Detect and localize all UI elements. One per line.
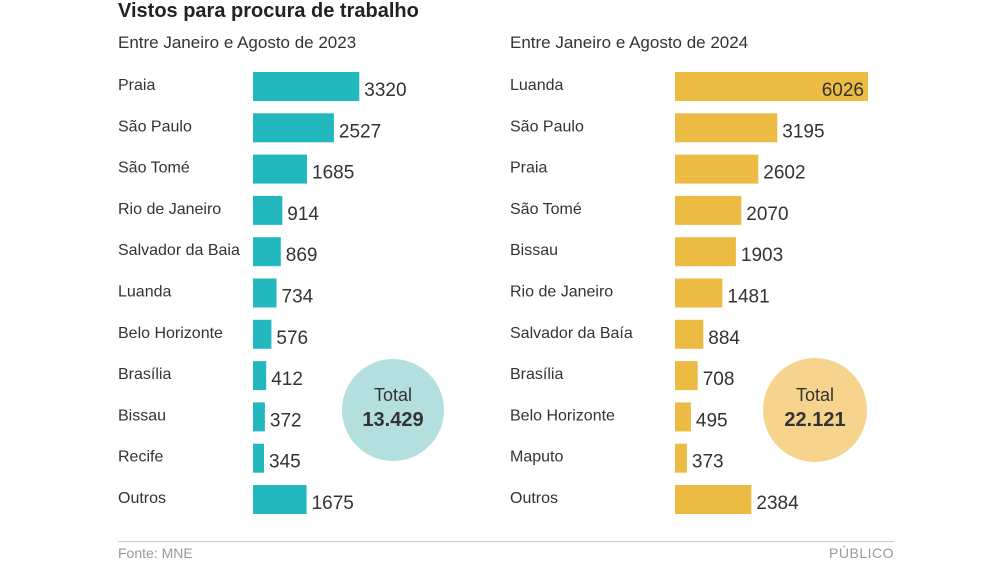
bar-2024-sao-tome — [675, 195, 742, 225]
bar-2024-belo-horizonte — [675, 402, 691, 432]
value-label-2023-rio-de-janeiro: 914 — [287, 204, 319, 225]
bar-2024-maputo — [675, 443, 687, 473]
value-label-2024-luanda: 6026 — [822, 80, 864, 101]
category-label-2023-praia: Praia — [118, 77, 155, 94]
value-label-2024-maputo: 373 — [692, 452, 724, 473]
value-label-2023-sao-tome: 1685 — [312, 163, 354, 184]
total-circle-2023 — [342, 359, 444, 461]
bar-2024-outros — [675, 485, 752, 514]
value-label-2024-sao-paulo: 3195 — [782, 121, 824, 142]
category-label-2023-bissau: Bissau — [118, 407, 166, 424]
value-label-2023-sao-paulo: 2527 — [339, 121, 381, 142]
bar-2024-rio-de-janeiro — [675, 278, 723, 308]
bar-2024-bissau — [675, 237, 736, 267]
bar-2023-recife — [253, 443, 264, 473]
bar-2024-salvador-da-baia — [675, 319, 704, 349]
category-label-2023-sao-tome: São Tomé — [118, 160, 190, 177]
total-label-2023: Total — [374, 385, 412, 405]
value-label-2024-brasilia: 708 — [703, 369, 735, 390]
source-note: Fonte: MNE — [118, 545, 193, 561]
bar-2024-luanda — [675, 72, 868, 101]
bar-2023-outros — [253, 485, 307, 514]
bar-2023-salvador-da-baia — [253, 237, 281, 267]
category-label-2024-luanda: Luanda — [510, 77, 563, 94]
total-value-2023: 13.429 — [362, 409, 423, 431]
bar-2023-sao-paulo — [253, 113, 334, 143]
category-label-2023-rio-de-janeiro: Rio de Janeiro — [118, 201, 221, 218]
subtitle-2023: Entre Janeiro e Agosto de 2023 — [118, 33, 357, 52]
value-label-2024-bissau: 1903 — [741, 245, 783, 266]
category-label-2023-recife: Recife — [118, 449, 163, 466]
total-label-2024: Total — [796, 385, 834, 405]
value-label-2023-luanda: 734 — [282, 287, 314, 308]
category-label-2024-sao-paulo: São Paulo — [510, 118, 584, 135]
bar-2023-luanda — [253, 278, 277, 308]
value-label-2023-outros: 1675 — [312, 493, 354, 514]
value-label-2023-praia: 3320 — [364, 80, 406, 101]
bar-2023-brasilia — [253, 361, 267, 391]
bar-2024-sao-paulo — [675, 113, 778, 143]
value-label-2024-praia: 2602 — [763, 163, 805, 184]
bar-2023-praia — [253, 72, 360, 101]
value-label-2023-recife: 345 — [269, 452, 301, 473]
category-label-2023-brasilia: Brasília — [118, 366, 171, 383]
publisher-logo: PÚBLICO — [829, 545, 894, 561]
bar-2023-belo-horizonte — [253, 319, 272, 349]
chart-title: Vistos para procura de trabalho — [118, 0, 419, 22]
subtitle-2024: Entre Janeiro e Agosto de 2024 — [510, 33, 749, 52]
category-label-2024-maputo: Maputo — [510, 449, 563, 466]
value-label-2023-brasilia: 412 — [271, 369, 303, 390]
total-circle-2024 — [763, 358, 867, 462]
bar-2023-bissau — [253, 402, 265, 432]
category-label-2024-bissau: Bissau — [510, 242, 558, 259]
charts-canvas: Praia 3320 São Paulo 2527 São Tomé 1685 Rio de… — [118, 72, 868, 514]
value-label-2024-outros: 2384 — [756, 493, 799, 514]
category-label-2023-sao-paulo: São Paulo — [118, 118, 192, 135]
value-label-2024-rio-de-janeiro: 1481 — [727, 287, 769, 308]
category-label-2023-luanda: Luanda — [118, 284, 171, 301]
value-label-2024-belo-horizonte: 495 — [696, 410, 728, 431]
footer-divider — [118, 541, 894, 542]
bar-2024-praia — [675, 154, 759, 184]
bar-2023-rio-de-janeiro — [253, 195, 283, 225]
value-label-2024-salvador-da-baia: 884 — [708, 328, 740, 349]
bar-2023-sao-tome — [253, 154, 307, 184]
category-label-2023-belo-horizonte: Belo Horizonte — [118, 325, 223, 342]
bar-2024-brasilia — [675, 361, 698, 391]
value-label-2024-sao-tome: 2070 — [746, 204, 788, 225]
category-label-2023-outros: Outros — [118, 490, 166, 507]
total-value-2024: 22.121 — [784, 409, 845, 431]
category-label-2024-brasilia: Brasília — [510, 366, 563, 383]
category-label-2024-outros: Outros — [510, 490, 558, 507]
value-label-2023-salvador-da-baia: 869 — [286, 245, 318, 266]
category-label-2024-praia: Praia — [510, 160, 547, 177]
value-label-2023-bissau: 372 — [270, 410, 302, 431]
value-label-2023-belo-horizonte: 576 — [276, 328, 308, 349]
category-label-2024-sao-tome: São Tomé — [510, 201, 582, 218]
category-label-2024-rio-de-janeiro: Rio de Janeiro — [510, 284, 613, 301]
category-label-2023-salvador-da-baia: Salvador da Baia — [118, 242, 240, 259]
category-label-2024-salvador-da-baia: Salvador da Baía — [510, 325, 633, 342]
category-label-2024-belo-horizonte: Belo Horizonte — [510, 407, 615, 424]
